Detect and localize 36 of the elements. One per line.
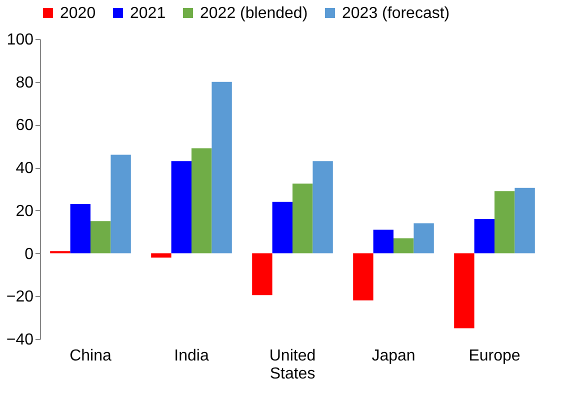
bar [292,184,313,254]
bar [70,204,90,254]
y-tick-label: 20 [16,202,34,220]
bar [212,82,232,254]
bar [353,253,374,300]
bar [171,161,192,254]
y-tick-label: 60 [16,117,34,134]
bar [514,188,535,254]
bar [474,219,494,254]
legend-label: 2022 (blended) [200,5,308,22]
y-tick-label: −20 [6,288,34,306]
legend-label: 2020 [60,5,96,22]
x-tick-label: Europe [468,348,520,364]
bar [312,161,333,254]
x-tick-label: Japan [372,348,416,364]
y-tick-label: 80 [16,74,34,92]
bar [494,191,515,254]
bar [90,221,111,254]
legend-label: 2021 [130,5,166,22]
bar [272,202,292,254]
bar [192,148,212,254]
legend-label: 2023 (forecast) [342,5,450,22]
x-tick-label: China [70,348,112,364]
x-tick-label: India [174,348,209,364]
bar [394,238,414,254]
y-tick-label: 100 [6,32,34,48]
bar [151,253,172,258]
bar [414,223,434,254]
x-tick-label: United States [269,348,316,382]
y-tick-label: 0 [24,246,34,263]
bar [373,230,394,254]
bar [110,154,131,254]
y-tick-label: 40 [16,160,34,178]
bar [454,253,474,328]
y-tick-label: −40 [6,332,34,348]
bar [252,253,272,296]
